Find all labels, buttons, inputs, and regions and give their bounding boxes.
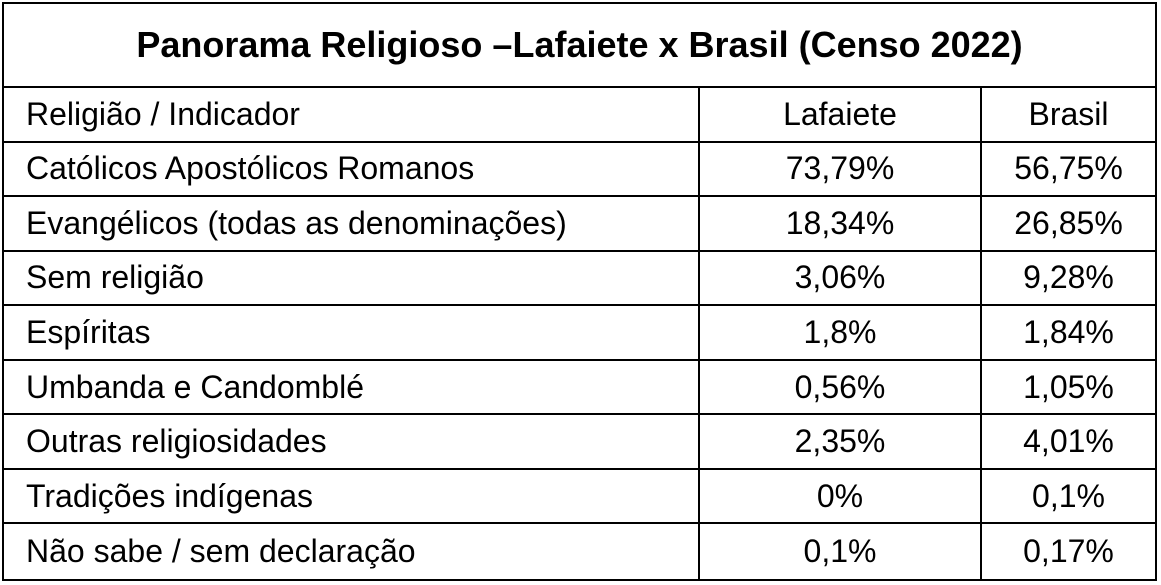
table-row: Espíritas 1,8% 1,84%	[4, 306, 1155, 361]
cell-value: 2,35%	[700, 415, 982, 468]
cell-value: 9,28%	[1023, 259, 1114, 296]
table-title: Panorama Religioso –Lafaiete x Brasil (C…	[4, 4, 1155, 88]
cell-value: 3,06%	[700, 251, 982, 305]
cell-value: 4,01%	[1023, 423, 1114, 460]
row-label: Tradições indígenas	[4, 469, 700, 523]
cell-value: Lafaiete	[700, 88, 982, 141]
row-label: Evangélicos (todas as denominações)	[4, 197, 700, 250]
cell-value: 1,8%	[700, 306, 982, 359]
header-row: Religião / Indicador Lafaiete Brasil	[4, 88, 1155, 143]
cell-value: 56,75%	[1014, 150, 1123, 187]
row-label: Outras religiosidades	[4, 415, 700, 468]
cell-value: 0,1%	[1032, 477, 1105, 514]
cell-value: 0%	[700, 469, 982, 523]
cell-value: 0,1%	[700, 524, 982, 579]
row-label: Católicos Apostólicos Romanos	[4, 142, 700, 196]
row-label: Não sabe / sem declaração	[4, 524, 700, 579]
row-label: Sem religião	[4, 251, 700, 305]
cell-value: 0,56%	[700, 360, 982, 414]
cell-value: 0,17%	[1023, 533, 1114, 570]
cell-value: 26,85%	[1014, 204, 1123, 241]
table-row: Umbanda e Candomblé 0,56% 1,05%	[4, 360, 1155, 416]
row-label: Umbanda e Candomblé	[4, 360, 700, 414]
cell-value: 1,84%	[1023, 313, 1114, 350]
table-row: Evangélicos (todas as denominações) 18,34…	[4, 197, 1155, 252]
table-row: Outras religiosidades 2,35% 4,01%	[4, 415, 1155, 470]
cell-value: 18,34%	[700, 197, 982, 250]
row-label: Espíritas	[4, 306, 700, 359]
cell-value: Brasil	[1028, 95, 1109, 132]
cell-value: 1,05%	[1023, 368, 1114, 405]
table-row: Sem religião 3,06% 9,28%	[4, 251, 1155, 307]
cell-value: 73,79%	[700, 142, 982, 196]
table-row: Católicos Apostólicos Romanos 73,79% 56,75…	[4, 142, 1155, 198]
row-label: Religião / Indicador	[4, 88, 700, 141]
table-row: Tradições indígenas 0% 0,1%	[4, 469, 1155, 525]
table-row: Não sabe / sem declaração 0,1% 0,17%	[4, 524, 1155, 579]
